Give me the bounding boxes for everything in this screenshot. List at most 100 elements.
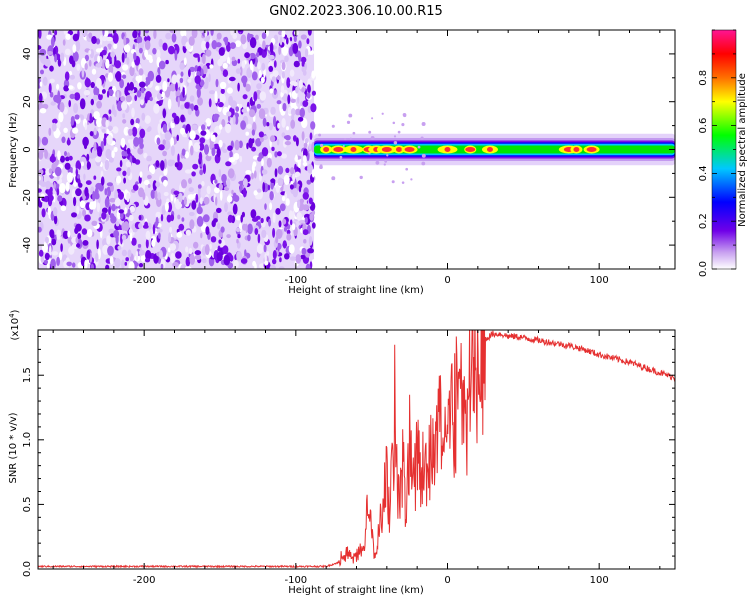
noise-blob — [151, 239, 156, 247]
noise-blob — [108, 156, 114, 163]
noise-blob — [39, 81, 43, 87]
noise-blob — [113, 229, 120, 239]
noise-blob — [89, 131, 94, 137]
noise-blob — [283, 226, 288, 232]
noise-blob — [307, 248, 314, 254]
noise-blob — [93, 127, 97, 136]
noise-blob — [181, 179, 187, 189]
noise-blob — [48, 168, 53, 174]
noise-blob — [176, 231, 183, 238]
noise-blob — [73, 103, 79, 114]
noise-blob — [171, 74, 178, 85]
noise-blob — [171, 112, 177, 119]
noise-blob — [242, 187, 247, 198]
noise-blob — [165, 59, 169, 65]
noise-blob — [65, 33, 71, 40]
signal-scatter — [417, 145, 421, 149]
noise-blob — [205, 118, 212, 127]
signal-scatter — [405, 167, 409, 171]
noise-blob — [86, 153, 90, 162]
noise-blob — [123, 177, 126, 184]
noise-blob — [283, 93, 288, 102]
colorbar-tick-label: 0.2 — [698, 213, 709, 229]
noise-blob — [60, 243, 63, 252]
noise-blob — [298, 40, 302, 49]
noise-blob — [218, 169, 222, 178]
noise-blob — [182, 87, 185, 98]
noise-blob — [69, 74, 76, 80]
signal-scatter — [397, 130, 401, 134]
noise-blob — [101, 128, 106, 133]
noise-blob — [135, 250, 139, 261]
noise-blob — [122, 170, 127, 177]
noise-blob — [237, 82, 240, 92]
noise-blob — [221, 173, 227, 183]
noise-blob — [54, 30, 58, 36]
noise-blob — [130, 118, 135, 126]
noise-blob — [95, 38, 101, 45]
noise-blob — [256, 103, 262, 109]
noise-blob — [277, 122, 281, 129]
noise-blob — [94, 156, 102, 163]
noise-blob — [116, 90, 120, 102]
noise-blob — [145, 230, 151, 240]
noise-blob — [231, 59, 238, 67]
noise-blob — [60, 205, 67, 212]
noise-blob — [229, 150, 233, 158]
noise-blob — [133, 52, 137, 61]
noise-blob — [176, 202, 183, 209]
noise-blob — [189, 219, 195, 230]
noise-blob — [114, 197, 121, 207]
noise-blob — [93, 141, 97, 152]
noise-blob — [89, 112, 93, 124]
noise-blob — [179, 62, 185, 70]
noise-blob — [170, 192, 174, 202]
noise-blob — [128, 261, 135, 269]
noise-blob — [72, 51, 79, 62]
noise-blob — [49, 65, 54, 72]
y-tick-label: -20 — [22, 189, 33, 205]
noise-blob — [248, 138, 253, 149]
signal-red-spot — [486, 146, 493, 153]
noise-blob — [213, 218, 218, 223]
noise-blob — [144, 30, 149, 34]
noise-blob — [111, 54, 115, 66]
noise-blob — [44, 259, 48, 265]
signal-scatter — [420, 136, 424, 140]
x-tick-label: -100 — [284, 575, 307, 586]
noise-blob — [158, 38, 163, 48]
noise-blob — [272, 258, 277, 265]
noise-blob — [262, 117, 267, 127]
noise-blob — [299, 198, 305, 204]
noise-blob — [173, 115, 180, 125]
noise-blob — [251, 71, 258, 81]
noise-blob — [79, 200, 86, 209]
noise-blob — [68, 100, 71, 108]
noise-blob — [75, 168, 79, 177]
noise-blob — [155, 181, 161, 188]
noise-blob — [234, 116, 239, 125]
noise-blob — [170, 137, 175, 148]
noise-blob — [238, 103, 243, 109]
noise-blob — [225, 161, 232, 167]
noise-blob — [178, 96, 186, 102]
noise-blob — [255, 194, 262, 200]
signal-red-spot — [404, 146, 415, 153]
noise-blob — [289, 184, 294, 190]
noise-blob — [121, 101, 128, 111]
snr-y-axis: 0.0 0.5 1.0 1.5 — [22, 335, 675, 577]
noise-blob — [308, 236, 313, 246]
noise-blob — [138, 47, 143, 54]
noise-blob — [132, 184, 139, 191]
noise-blob — [198, 151, 203, 162]
noise-blob — [300, 254, 306, 260]
noise-blob — [266, 122, 270, 127]
noise-blob — [253, 91, 258, 102]
noise-blob — [302, 148, 308, 157]
noise-blob — [284, 141, 292, 146]
noise-blob — [281, 30, 286, 38]
noise-blob — [191, 200, 197, 210]
noise-blob — [180, 114, 185, 123]
noise-blob — [59, 102, 65, 113]
